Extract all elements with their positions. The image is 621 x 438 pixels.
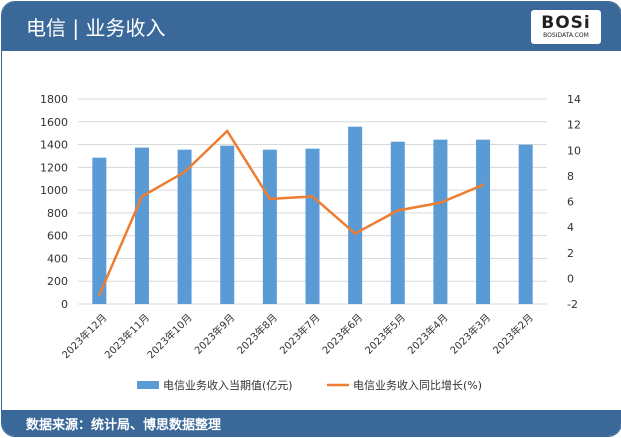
- line-point: [183, 170, 186, 174]
- x-tick-label: 2023年12月: [59, 311, 109, 361]
- x-tick-label: 2023年7月: [277, 311, 323, 357]
- y2-tick-label: 4: [567, 221, 574, 234]
- line-series: [98, 129, 484, 296]
- bar: [348, 126, 363, 304]
- line-point: [311, 195, 314, 198]
- bar: [220, 145, 235, 304]
- y-tick-label: 1800: [40, 93, 68, 106]
- y2-tick-label: 8: [567, 170, 574, 183]
- x-tick-label: 2023年2月: [490, 311, 536, 357]
- y-tick-label: 600: [47, 230, 68, 243]
- line-point: [226, 129, 229, 133]
- line-point: [140, 195, 144, 198]
- bar: [476, 139, 491, 304]
- bar: [305, 148, 320, 304]
- y-tick-label: 200: [47, 275, 68, 288]
- bar: [262, 149, 277, 304]
- logo: BOSi BOSIDATA.COM: [531, 9, 601, 44]
- bar: [177, 149, 192, 304]
- y2-tick-label: -2: [567, 298, 578, 311]
- y2-tick-label: 12: [567, 119, 581, 132]
- legend-bar-label: 电信业务收入当期值(亿元): [163, 378, 293, 392]
- y2-tick-label: 14: [567, 93, 581, 106]
- logo-sub: BOSIDATA.COM: [543, 32, 589, 39]
- page-title: 电信 | 业务收入: [26, 16, 166, 40]
- legend-line-label: 电信业务收入同比增长(%): [353, 378, 482, 392]
- header: 电信 | 业务收入 BOSi BOSIDATA.COM: [2, 2, 621, 51]
- x-tick-label: 2023年8月: [234, 311, 280, 357]
- line-point: [439, 201, 442, 204]
- line-point: [98, 293, 101, 297]
- y2-tick-label: 6: [567, 196, 574, 209]
- chart: 0 200 400 600 800 1000 1200 1400 1600 1800 -2 0 2 4 6 8…: [40, 93, 581, 392]
- bar: [390, 141, 405, 304]
- y-tick-label: 1600: [40, 116, 68, 129]
- line-point: [268, 197, 272, 201]
- x-tick-label: 2023年6月: [319, 311, 365, 357]
- line-point: [396, 209, 399, 212]
- x-tick-label: 2023年11月: [102, 311, 152, 361]
- data-source: 数据来源：统计局、博思数据整理: [26, 417, 222, 433]
- legend-bar-swatch: [137, 381, 159, 389]
- x-tick-label: 2023年3月: [447, 311, 493, 357]
- y2-tick-label: 10: [567, 144, 581, 157]
- y-tick-label: 1200: [40, 161, 68, 174]
- logo-text: BOSi: [541, 13, 591, 33]
- y-tick-label: 1000: [40, 184, 68, 197]
- bar: [92, 157, 107, 304]
- y-tick-label: 1400: [40, 139, 68, 152]
- x-tick-label: 2023年4月: [405, 311, 451, 357]
- x-tick-label: 2023年10月: [144, 311, 194, 361]
- y2-tick-label: 2: [567, 247, 574, 260]
- y2-tick-label: 0: [567, 272, 574, 285]
- y-tick-label: 800: [47, 207, 68, 220]
- bar: [433, 139, 448, 304]
- footer: 数据来源：统计局、博思数据整理: [2, 410, 621, 436]
- y-tick-label: 0: [61, 298, 68, 311]
- x-tick-label: 2023年5月: [362, 311, 408, 357]
- line-point: [353, 232, 357, 235]
- bar: [134, 147, 149, 304]
- line-point: [481, 183, 485, 187]
- x-tick-label: 2023年9月: [192, 311, 238, 357]
- y-tick-label: 400: [47, 252, 68, 265]
- bar: [518, 144, 533, 304]
